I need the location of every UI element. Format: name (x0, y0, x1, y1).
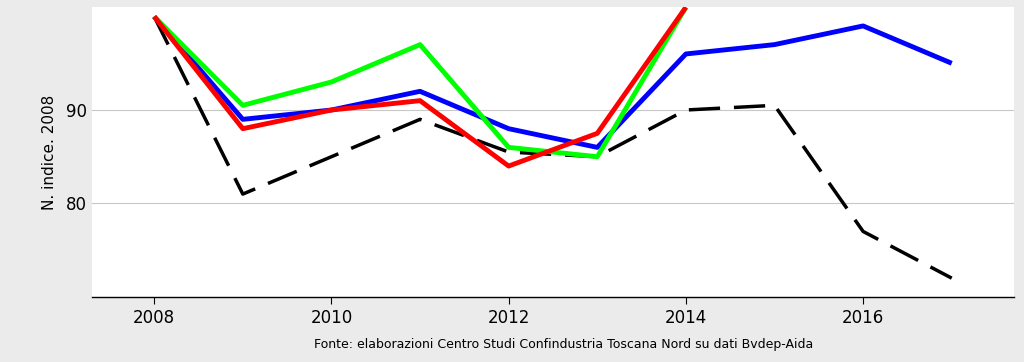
Text: Fonte: elaborazioni Centro Studi Confindustria Toscana Nord su dati Bvdep-Aida: Fonte: elaborazioni Centro Studi Confind… (313, 337, 813, 350)
Y-axis label: N. indice. 2008: N. indice. 2008 (42, 94, 57, 210)
